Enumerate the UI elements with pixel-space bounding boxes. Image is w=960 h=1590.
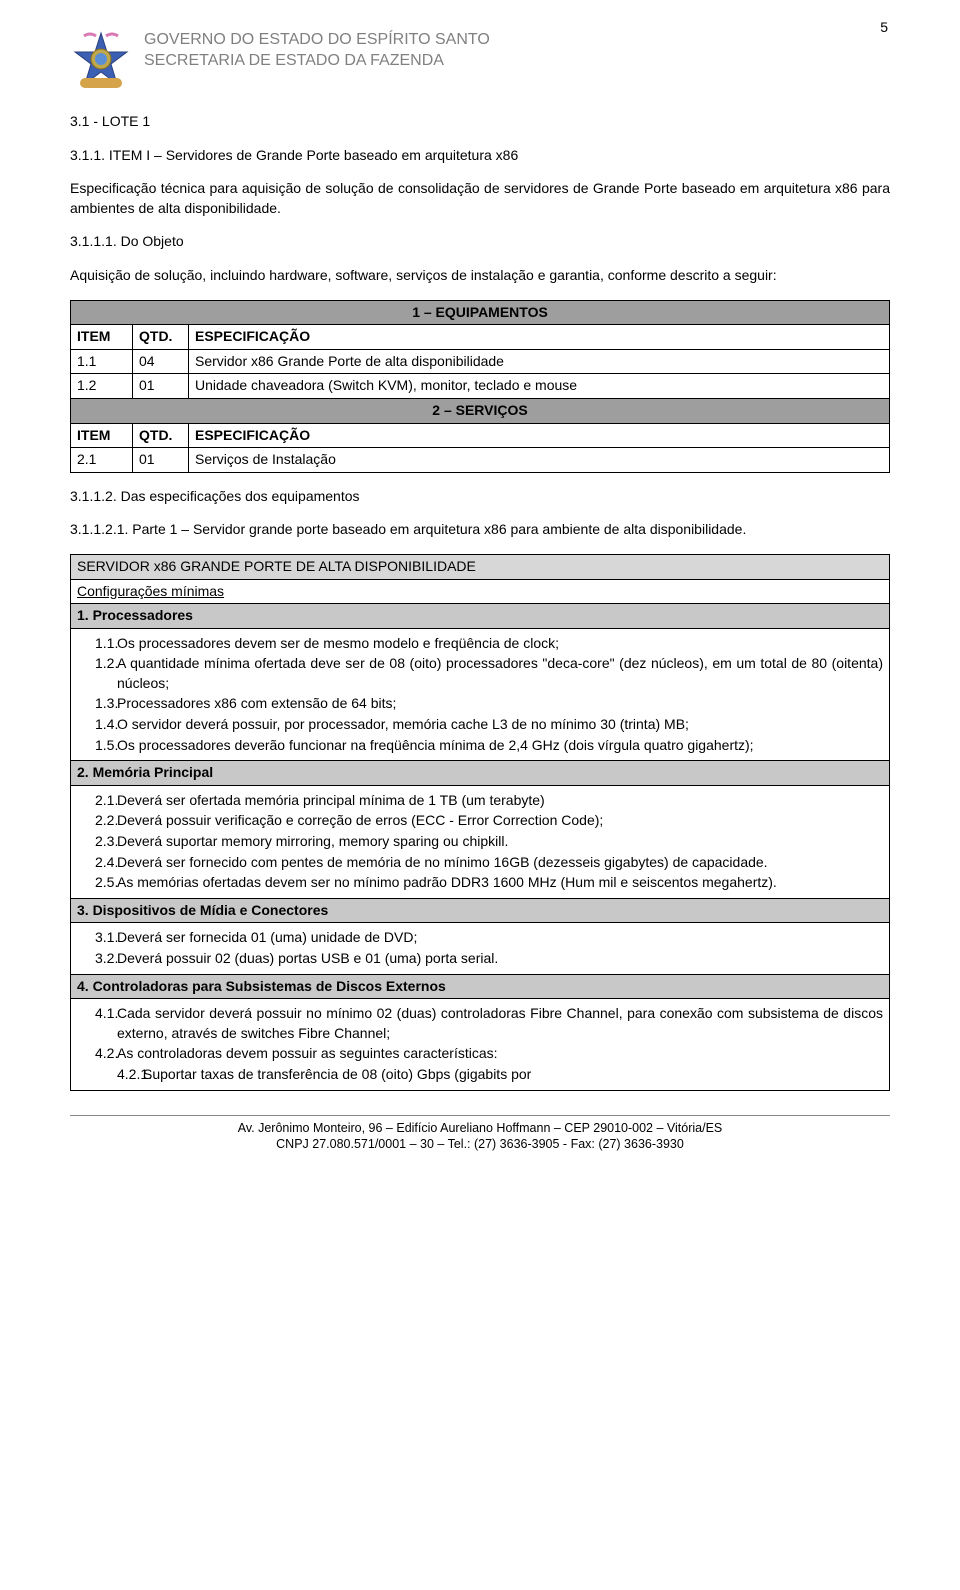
spec-item: 1.5.Os processadores deverão funcionar n… [77,736,883,756]
spec-item-number: 2.1. [77,791,117,811]
spec-item-text: O servidor deverá possuir, por processad… [117,715,883,735]
spec-item-text: Deverá ser fornecida 01 (uma) unidade de… [117,928,883,948]
th-espec: ESPECIFICAÇÃO [189,423,890,448]
header-line2: SECRETARIA DE ESTADO DA FAZENDA [144,51,890,72]
spec-equip-heading: 3.1.1.2. Das especificações dos equipame… [70,487,890,507]
cell-item: 2.1 [71,448,133,473]
th-item: ITEM [71,325,133,350]
spec-item-number: 1.2. [77,654,117,693]
spec-item: 1.4.O servidor deverá possuir, por proce… [77,715,883,735]
th-espec: ESPECIFICAÇÃO [189,325,890,350]
spec-item-number: 1.3. [77,694,117,714]
spec-section-body: 1.1.Os processadores devem ser de mesmo … [70,629,890,762]
footer-line1: Av. Jerônimo Monteiro, 96 – Edifício Aur… [70,1120,890,1136]
spec-item: 4.2.As controladoras devem possuir as se… [77,1044,883,1064]
header-text: GOVERNO DO ESTADO DO ESPÍRITO SANTO SECR… [144,30,890,72]
spec-item-text: Deverá ser ofertada memória principal mí… [117,791,883,811]
spec-box: SERVIDOR x86 GRANDE PORTE DE ALTA DISPON… [70,554,890,1091]
objeto-text: Aquisição de solução, incluindo hardware… [70,266,890,286]
spec-item-text: As controladoras devem possuir as seguin… [117,1044,883,1064]
cell-qtd: 01 [133,374,189,399]
table-row: 1.1 04 Servidor x86 Grande Porte de alta… [71,349,890,374]
spec-item-text: Cada servidor deverá possuir no mínimo 0… [117,1004,883,1043]
spec-item-text: A quantidade mínima ofertada deve ser de… [117,654,883,693]
item-description: Especificação técnica para aquisição de … [70,179,890,218]
spec-box-subtitle: Configurações mínimas [70,580,890,605]
footer-line2: CNPJ 27.080.571/0001 – 30 – Tel.: (27) 3… [70,1136,890,1152]
spec-item-text: Deverá possuir 02 (duas) portas USB e 01… [117,949,883,969]
band-servicos: 2 – SERVIÇOS [71,398,890,423]
spec-section-body: 3.1.Deverá ser fornecida 01 (uma) unidad… [70,923,890,974]
spec-item-text: Deverá possuir verificação e correção de… [117,811,883,831]
spec-item-number: 1.1. [77,634,117,654]
page-footer: Av. Jerônimo Monteiro, 96 – Edifício Aur… [70,1115,890,1153]
spec-section-band: 1. Processadores [70,604,890,629]
page-number: 5 [880,18,888,38]
spec-item-number: 2.4. [77,853,117,873]
cell-qtd: 01 [133,448,189,473]
th-item: ITEM [71,423,133,448]
spec-item: 4.1.Cada servidor deverá possuir no míni… [77,1004,883,1043]
spec-item-number: 2.5. [77,873,117,893]
lote-heading: 3.1 - LOTE 1 [70,112,890,132]
cell-item: 1.2 [71,374,133,399]
spec-box-title: SERVIDOR x86 GRANDE PORTE DE ALTA DISPON… [70,554,890,580]
spec-section-band: 4. Controladoras para Subsistemas de Dis… [70,975,890,1000]
item-title: 3.1.1. ITEM I – Servidores de Grande Por… [70,146,890,166]
spec-section-band: 2. Memória Principal [70,761,890,786]
spec-item-text: Os processadores devem ser de mesmo mode… [117,634,883,654]
table-row: 2.1 01 Serviços de Instalação [71,448,890,473]
spec-item-number: 2.3. [77,832,117,852]
document-header: GOVERNO DO ESTADO DO ESPÍRITO SANTO SECR… [70,30,890,92]
th-qtd: QTD. [133,325,189,350]
objeto-heading: 3.1.1.1. Do Objeto [70,232,890,252]
equipment-table: 1 – EQUIPAMENTOS ITEM QTD. ESPECIFICAÇÃO… [70,300,890,473]
spec-section-body: 2.1.Deverá ser ofertada memória principa… [70,786,890,899]
spec-item-text: Processadores x86 com extensão de 64 bit… [117,694,883,714]
spec-item: 2.5.As memórias ofertadas devem ser no m… [77,873,883,893]
spec-section-body: 4.1.Cada servidor deverá possuir no míni… [70,999,890,1090]
spec-subitem: 4.2.1.Suportar taxas de transferência de… [77,1065,883,1085]
spec-item-text: Deverá ser fornecido com pentes de memór… [117,853,883,873]
spec-section-band: 3. Dispositivos de Mídia e Conectores [70,899,890,924]
spec-item-text: As memórias ofertadas devem ser no mínim… [117,873,883,893]
cell-spec: Serviços de Instalação [189,448,890,473]
band-equipamentos: 1 – EQUIPAMENTOS [71,300,890,325]
th-qtd: QTD. [133,423,189,448]
spec-item-number: 2.2. [77,811,117,831]
spec-subitem-text: Suportar taxas de transferência de 08 (o… [143,1065,883,1085]
spec-item-text: Deverá suportar memory mirroring, memory… [117,832,883,852]
spec-item: 1.2.A quantidade mínima ofertada deve se… [77,654,883,693]
spec-item-number: 3.1. [77,928,117,948]
spec-item-text: Os processadores deverão funcionar na fr… [117,736,883,756]
cell-qtd: 04 [133,349,189,374]
spec-item: 3.2.Deverá possuir 02 (duas) portas USB … [77,949,883,969]
spec-item-number: 1.5. [77,736,117,756]
spec-item: 3.1.Deverá ser fornecida 01 (uma) unidad… [77,928,883,948]
spec-item-number: 4.2. [77,1044,117,1064]
spec-item-number: 1.4. [77,715,117,735]
spec-item: 2.4.Deverá ser fornecido com pentes de m… [77,853,883,873]
spec-item: 1.3.Processadores x86 com extensão de 64… [77,694,883,714]
spec-item: 2.1.Deverá ser ofertada memória principa… [77,791,883,811]
spec-item: 1.1.Os processadores devem ser de mesmo … [77,634,883,654]
parte1-text: 3.1.1.2.1. Parte 1 – Servidor grande por… [70,520,890,540]
spec-item: 2.3.Deverá suportar memory mirroring, me… [77,832,883,852]
spec-subitem-number: 4.2.1. [77,1065,143,1085]
cell-item: 1.1 [71,349,133,374]
spec-item-number: 3.2. [77,949,117,969]
header-line1: GOVERNO DO ESTADO DO ESPÍRITO SANTO [144,30,890,51]
spec-item-number: 4.1. [77,1004,117,1043]
cell-spec: Unidade chaveadora (Switch KVM), monitor… [189,374,890,399]
spec-item: 2.2.Deverá possuir verificação e correçã… [77,811,883,831]
state-seal-logo [70,30,132,92]
cell-spec: Servidor x86 Grande Porte de alta dispon… [189,349,890,374]
table-row: 1.2 01 Unidade chaveadora (Switch KVM), … [71,374,890,399]
